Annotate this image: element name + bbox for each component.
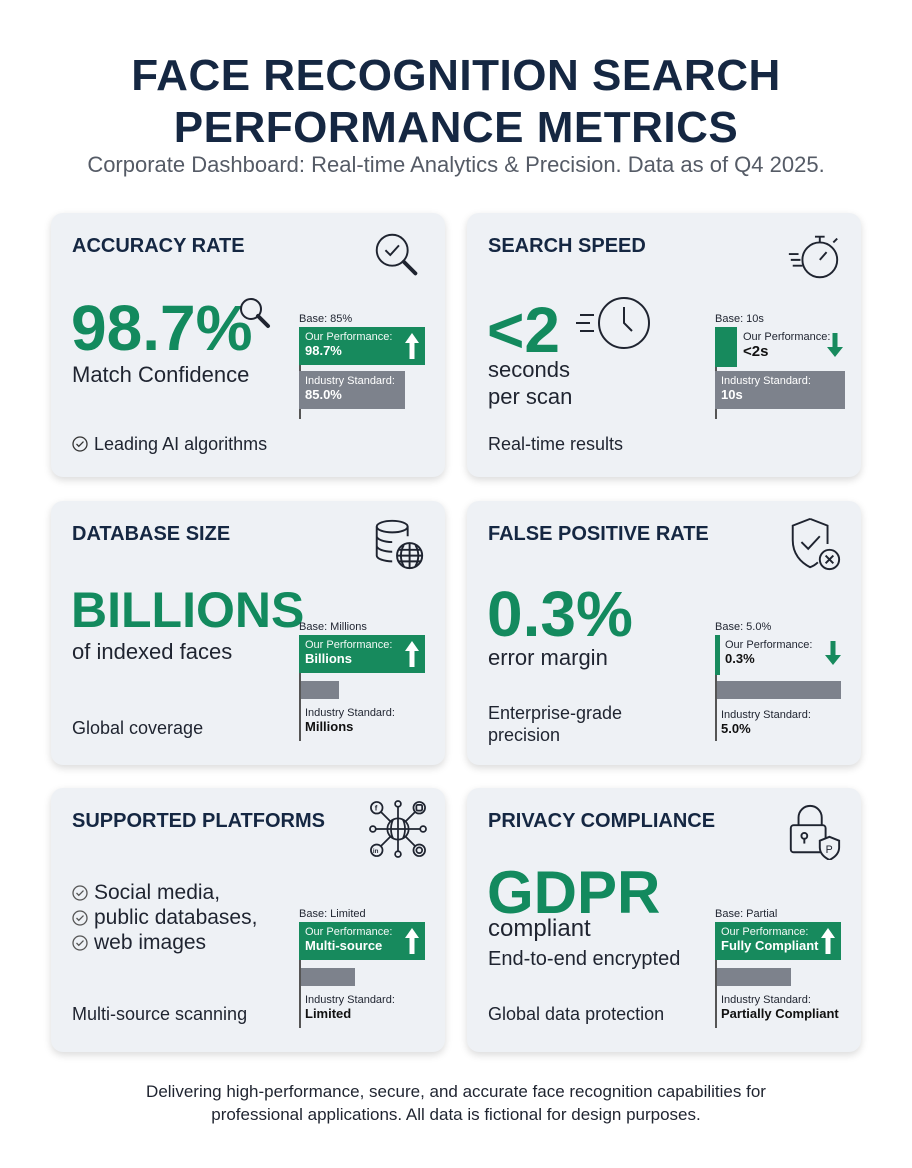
value-label: Match Confidence: [72, 362, 250, 387]
our-performance-bar: Our Performance: Multi-source: [299, 922, 425, 960]
base-label: Base: Limited: [299, 908, 366, 920]
title-line-1: FACE RECOGNITION SEARCH: [131, 51, 781, 100]
page-subtitle: Corporate Dashboard: Real-time Analytics…: [87, 152, 825, 177]
base-label: Base: 5.0%: [715, 621, 772, 633]
value-label-2: End-to-end encrypted: [488, 948, 681, 970]
our-performance-bar: [715, 327, 737, 367]
stopwatch-icon: [788, 235, 839, 279]
page-title: FACE RECOGNITION SEARCH PERFORMANCE METR…: [0, 50, 912, 154]
our-performance-bar: Our Performance: Billions: [299, 635, 425, 673]
value-label: error margin: [488, 645, 608, 670]
big-value: <2: [487, 294, 560, 366]
svg-text:in: in: [373, 848, 379, 855]
footnote: Global coverage: [72, 718, 204, 738]
magnifier-check-icon: [375, 233, 418, 276]
card-false-positive-rate: FALSE POSITIVE RATE 0.3% error margin En…: [467, 501, 861, 765]
magnifier-icon: [240, 298, 270, 328]
footer-note: Delivering high-performance, secure, and…: [146, 1082, 766, 1124]
footnote: Real-time results: [488, 434, 624, 454]
card-title: DATABASE SIZE: [72, 523, 231, 545]
list-item: web images: [72, 930, 257, 955]
base-label: Base: Millions: [299, 621, 367, 633]
comparison-chart: Base: 85% Our Performance: 98.7% Industr…: [299, 313, 429, 419]
value-label: compliant: [488, 915, 591, 942]
footnote: Leading AI algorithms: [72, 433, 267, 455]
lock-shield-icon: P: [789, 804, 841, 860]
arrow-up-icon: [821, 928, 835, 954]
industry-standard-bar: [299, 681, 339, 699]
arrow-down-icon: [825, 641, 841, 665]
footnote: Multi-source scanning: [72, 1004, 248, 1024]
check-circle-icon: [72, 910, 88, 926]
card-database-size: DATABASE SIZE BILLIONS of indexed faces …: [51, 501, 445, 765]
industry-standard-bar: Industry Standard: 10s: [715, 371, 845, 409]
arrow-up-icon: [405, 333, 419, 359]
footnote-1: Enterprise-grade: [488, 703, 623, 723]
check-circle-icon: [72, 885, 88, 901]
footnote: Global data protection: [488, 1004, 665, 1024]
arrow-up-icon: [405, 928, 419, 954]
check-circle-icon: [72, 935, 88, 951]
comparison-chart: Base: Millions Our Performance: Billions…: [299, 621, 429, 741]
card-title: PRIVACY COMPLIANCE: [488, 810, 716, 832]
arrow-down-icon: [827, 333, 843, 357]
value-label-1: seconds: [488, 357, 570, 382]
industry-standard-bar: [715, 968, 791, 986]
card-supported-platforms: SUPPORTED PLATFORMS f in Social media, p…: [51, 788, 445, 1052]
our-performance-bar: [715, 635, 720, 675]
comparison-chart: Base: Limited Our Performance: Multi-sou…: [299, 908, 429, 1028]
shield-check-x-icon: [791, 517, 841, 571]
card-privacy-compliance: PRIVACY COMPLIANCE P GDPR compliant End-…: [467, 788, 861, 1052]
card-title: SEARCH SPEED: [488, 235, 646, 257]
comparison-chart: Base: 10s Our Performance: <2s Industry …: [715, 313, 845, 419]
industry-standard-bar: Industry Standard: 85.0%: [299, 371, 405, 409]
comparison-chart: Base: 5.0% Our Performance: 0.3% Industr…: [715, 621, 845, 741]
industry-standard-bar: [715, 681, 841, 699]
value-label-2: per scan: [488, 384, 573, 409]
title-line-2: PERFORMANCE METRICS: [173, 103, 739, 152]
card-title: FALSE POSITIVE RATE: [488, 523, 709, 545]
network-globe-social-icon: f in: [369, 800, 427, 858]
platform-list: Social media, public databases, web imag…: [72, 880, 257, 955]
clock-icon: [576, 297, 650, 349]
list-item: public databases,: [72, 905, 257, 930]
our-performance-bar: Our Performance: 98.7%: [299, 327, 425, 365]
check-circle-icon: [72, 436, 88, 452]
big-value: BILLIONS: [71, 582, 305, 638]
arrow-up-icon: [405, 641, 419, 667]
list-item: Social media,: [72, 880, 257, 905]
base-label: Base: Partial: [715, 908, 778, 920]
big-value: 98.7%: [71, 292, 253, 364]
value-label: of indexed faces: [72, 639, 233, 664]
industry-standard-bar: [299, 968, 355, 986]
card-title: SUPPORTED PLATFORMS: [72, 810, 325, 832]
big-value: 0.3%: [487, 578, 633, 650]
card-search-speed: SEARCH SPEED <2 seconds per scan Real-ti…: [467, 213, 861, 477]
footnote-2: precision: [488, 725, 561, 745]
svg-text:P: P: [826, 844, 833, 856]
base-label: Base: 10s: [715, 313, 764, 325]
card-title: ACCURACY RATE: [72, 235, 245, 257]
database-globe-icon: [375, 519, 424, 570]
card-accuracy-rate: ACCURACY RATE 98.7% Match Confidence Lea…: [51, 213, 445, 477]
base-label: Base: 85%: [299, 313, 353, 325]
our-performance-bar: Our Performance: Fully Compliant: [715, 922, 841, 960]
comparison-chart: Base: Partial Our Performance: Fully Com…: [715, 908, 845, 1028]
svg-text:f: f: [375, 804, 378, 813]
big-value: GDPR: [487, 859, 661, 926]
